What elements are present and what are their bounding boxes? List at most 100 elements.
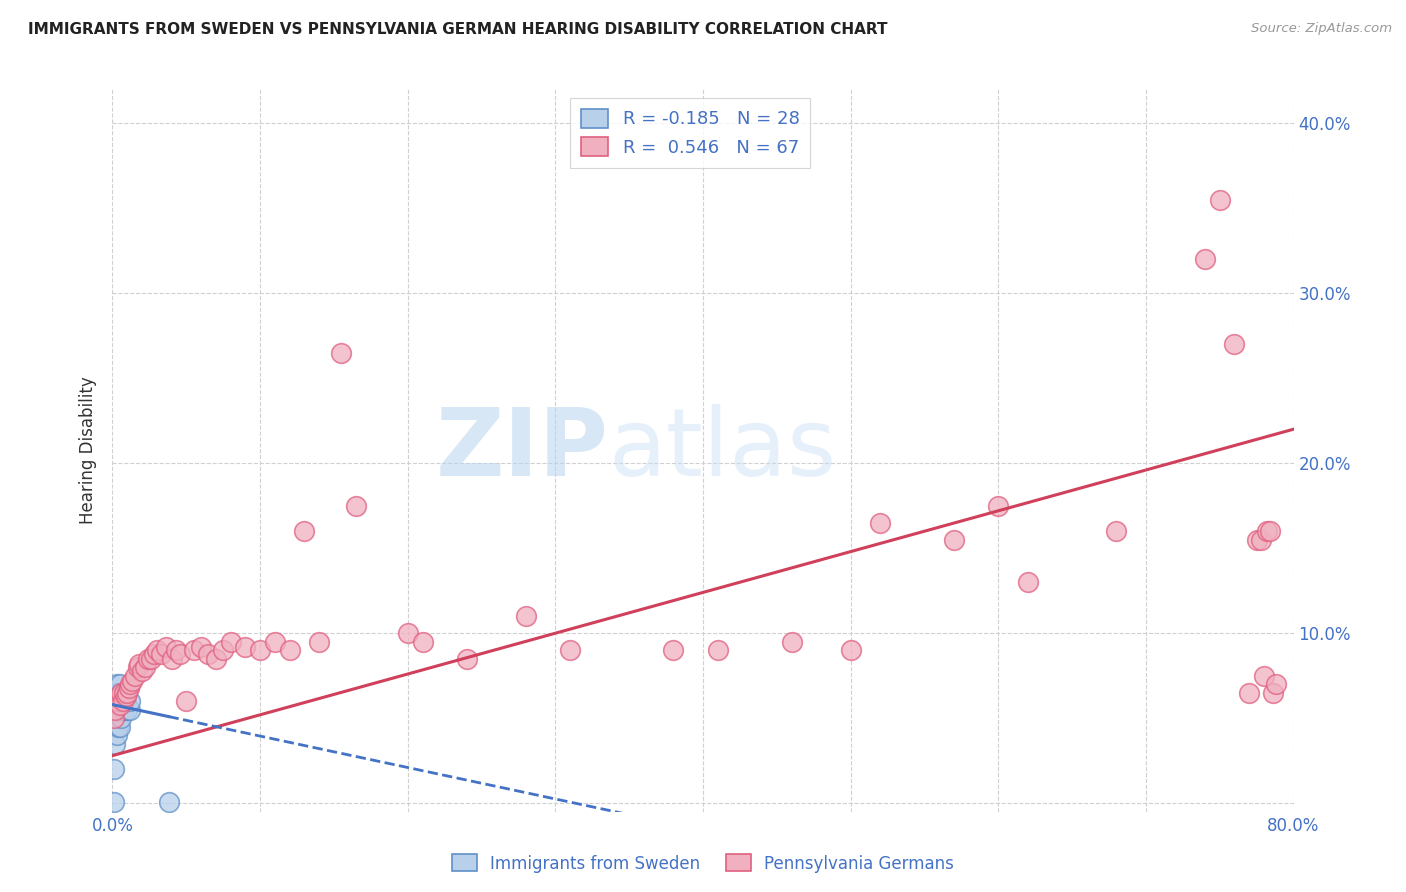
Point xyxy=(110,711,132,725)
Point xyxy=(396,626,419,640)
Point xyxy=(112,686,135,700)
Point xyxy=(233,640,256,654)
Point xyxy=(118,681,141,695)
Point xyxy=(108,694,131,708)
Point xyxy=(108,677,131,691)
Point xyxy=(155,640,177,654)
Text: Source: ZipAtlas.com: Source: ZipAtlas.com xyxy=(1251,22,1392,36)
Legend: R = -0.185   N = 28, R =  0.546   N = 67: R = -0.185 N = 28, R = 0.546 N = 67 xyxy=(571,98,810,168)
Text: IMMIGRANTS FROM SWEDEN VS PENNSYLVANIA GERMAN HEARING DISABILITY CORRELATION CHA: IMMIGRANTS FROM SWEDEN VS PENNSYLVANIA G… xyxy=(28,22,887,37)
Point xyxy=(117,686,138,700)
Point xyxy=(1017,575,1039,590)
Point xyxy=(111,703,134,717)
Point xyxy=(706,643,728,657)
Point xyxy=(308,634,330,648)
Point xyxy=(107,690,129,705)
Point xyxy=(249,643,271,657)
Point xyxy=(411,634,433,648)
Point xyxy=(169,647,191,661)
Point xyxy=(105,694,128,708)
Point xyxy=(150,647,173,661)
Point xyxy=(104,737,127,751)
Text: atlas: atlas xyxy=(609,404,837,497)
Point xyxy=(134,660,156,674)
Point xyxy=(869,516,891,530)
Point xyxy=(1223,337,1246,351)
Point xyxy=(120,703,142,717)
Point xyxy=(1105,524,1128,539)
Point xyxy=(780,634,803,648)
Point xyxy=(456,651,478,665)
Point xyxy=(1256,524,1278,539)
Point xyxy=(105,677,128,691)
Y-axis label: Hearing Disability: Hearing Disability xyxy=(79,376,97,524)
Point xyxy=(1264,677,1286,691)
Point xyxy=(839,643,862,657)
Point xyxy=(105,694,128,708)
Point xyxy=(114,689,136,703)
Point xyxy=(104,703,127,717)
Point xyxy=(124,669,146,683)
Point xyxy=(108,703,131,717)
Point xyxy=(197,647,219,661)
Point xyxy=(1239,686,1261,700)
Point xyxy=(183,643,205,657)
Point xyxy=(139,651,162,665)
Point xyxy=(264,634,287,648)
Point xyxy=(212,643,235,657)
Point xyxy=(110,686,132,700)
Point xyxy=(108,720,131,734)
Point xyxy=(105,703,128,717)
Point xyxy=(987,499,1010,513)
Point xyxy=(131,664,153,678)
Point xyxy=(1208,193,1232,207)
Point xyxy=(110,686,132,700)
Point xyxy=(174,694,197,708)
Point xyxy=(1258,524,1281,539)
Point xyxy=(558,643,582,657)
Point xyxy=(142,647,165,661)
Point xyxy=(292,524,315,539)
Point xyxy=(330,345,353,359)
Point xyxy=(1250,533,1272,547)
Point xyxy=(1194,252,1216,267)
Point xyxy=(160,651,183,665)
Point xyxy=(120,694,142,708)
Point xyxy=(219,634,242,648)
Point xyxy=(107,694,129,708)
Point xyxy=(112,686,135,700)
Point xyxy=(104,703,127,717)
Point xyxy=(120,677,142,691)
Point xyxy=(104,686,127,700)
Point xyxy=(942,533,965,547)
Point xyxy=(110,694,132,708)
Point xyxy=(107,720,129,734)
Legend: Immigrants from Sweden, Pennsylvania Germans: Immigrants from Sweden, Pennsylvania Ger… xyxy=(446,847,960,880)
Point xyxy=(103,795,125,809)
Point xyxy=(190,640,212,654)
Point xyxy=(157,795,180,809)
Point xyxy=(128,657,150,671)
Point xyxy=(165,643,187,657)
Point xyxy=(1261,686,1284,700)
Point xyxy=(662,643,685,657)
Point xyxy=(117,703,138,717)
Point xyxy=(112,703,135,717)
Point xyxy=(121,673,143,688)
Point xyxy=(111,694,134,708)
Point xyxy=(105,728,128,742)
Point xyxy=(127,660,149,674)
Point xyxy=(108,698,131,712)
Point xyxy=(1246,533,1268,547)
Point xyxy=(146,643,169,657)
Point xyxy=(136,651,159,665)
Point xyxy=(111,694,134,708)
Text: ZIP: ZIP xyxy=(436,404,609,497)
Point xyxy=(103,711,125,725)
Point xyxy=(205,651,228,665)
Point xyxy=(344,499,367,513)
Point xyxy=(278,643,301,657)
Point xyxy=(114,694,136,708)
Point xyxy=(515,609,537,624)
Point xyxy=(1253,669,1275,683)
